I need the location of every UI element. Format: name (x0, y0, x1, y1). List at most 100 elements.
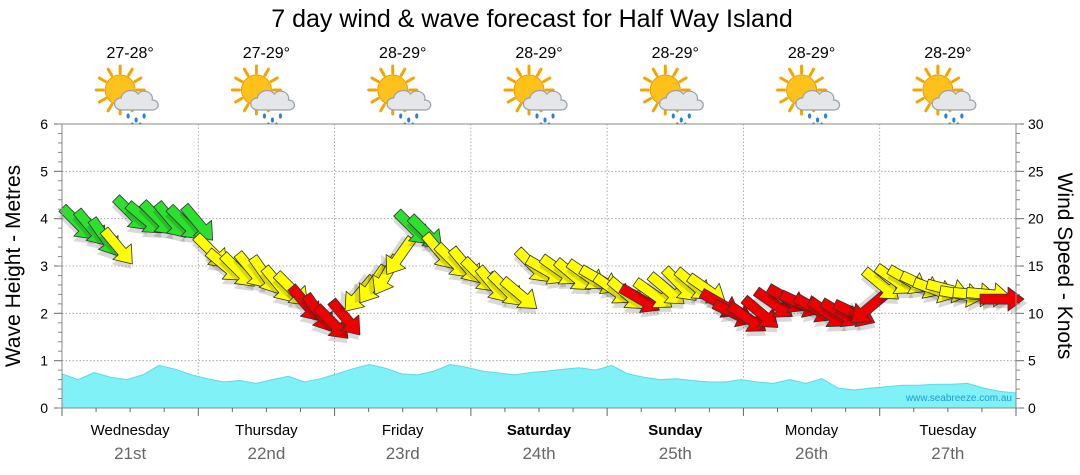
rain-drop (399, 113, 403, 119)
axes: 0 1 2 3 4 5 6 0 5 10 15 20 25 30 (40, 116, 1044, 416)
cloud-shape (931, 89, 977, 111)
x-day-name: Thursday (235, 422, 298, 439)
x-day-date: 24th (522, 444, 555, 463)
y-right-tick-label: 0 (1028, 400, 1036, 416)
sun-ray (915, 97, 925, 104)
sun-ray (269, 76, 279, 83)
sun-ray (242, 67, 250, 77)
wind-arrow (646, 271, 685, 309)
y-axis-right-label: Wind Speed - Knots (1053, 173, 1076, 360)
temperature-range: 28-29° (379, 45, 426, 62)
weather-row: 27-28° 27-29° 28-29° 28-29° 28-29° 28-29° 28-2… (94, 45, 977, 128)
rain-drop (142, 113, 146, 119)
y-right-tick-label: 10 (1028, 305, 1044, 321)
wind-arrow-body (850, 290, 889, 324)
sun-cloud-rain-icon (367, 64, 432, 128)
sun-cloud-rain-icon (94, 64, 159, 128)
rain-drop (815, 117, 820, 123)
sun-ray (951, 76, 961, 83)
cloud-shape (795, 89, 841, 111)
sun-ray (651, 103, 659, 113)
x-day-name: Monday (785, 422, 839, 439)
y-left-tick-label: 1 (40, 353, 48, 369)
rain-drop (535, 113, 539, 119)
y-left-tick-label: 2 (40, 305, 48, 321)
sun-ray (542, 76, 552, 83)
x-day-date: 22nd (248, 444, 286, 463)
wind-arrow-body (499, 276, 538, 309)
x-day-name: Sunday (648, 422, 703, 439)
sun-ray (779, 76, 789, 83)
y-left-tick-label: 4 (40, 211, 48, 227)
temperature-range: 27-28° (106, 45, 153, 62)
sun-ray (106, 67, 114, 77)
x-day-name: Friday (382, 422, 424, 439)
sun-ray (127, 67, 134, 77)
x-day-date: 23rd (386, 444, 420, 463)
y-right-tick-label: 25 (1028, 163, 1044, 179)
x-day-date: 21st (114, 444, 146, 463)
y-right-tick-label: 15 (1028, 258, 1044, 274)
sun-cloud-rain-icon (639, 64, 704, 128)
rain-drop (407, 117, 411, 123)
y-right-tick-label: 30 (1028, 116, 1044, 132)
y-axis-left-label: Wave Height - Metres (2, 165, 25, 367)
x-day-name: Saturday (507, 422, 572, 439)
wind-arrow (846, 289, 889, 324)
sun-ray (234, 76, 244, 83)
x-day-name: Wednesday (91, 422, 170, 439)
sun-ray (808, 67, 816, 77)
rain-drop (278, 113, 283, 119)
x-day-name: Tuesday (919, 422, 976, 439)
temperature-range: 28-29° (924, 45, 971, 62)
rain-drop (687, 113, 691, 119)
rain-drop (807, 113, 812, 119)
temperature-range: 28-29° (788, 45, 835, 62)
sun-ray (779, 97, 789, 104)
rain-drop (551, 113, 555, 119)
rain-drop (671, 113, 675, 119)
sun-ray (379, 103, 386, 113)
wind-arrow (740, 294, 779, 333)
wind-arrow-body (632, 277, 673, 309)
wind-arrow (326, 297, 361, 340)
sun-ray (924, 103, 931, 113)
sun-ray (370, 76, 380, 83)
wind-arrow (99, 226, 133, 269)
sun-ray (379, 67, 386, 77)
sun-ray (242, 103, 250, 113)
sun-ray (515, 67, 522, 77)
temperature-range: 28-29° (652, 45, 699, 62)
wind-arrow-body (385, 235, 417, 275)
sun-cloud-rain-icon (776, 64, 841, 128)
sun-ray (234, 97, 244, 104)
cloud-shape (113, 89, 159, 111)
wind-arrow (632, 277, 673, 313)
y-left-tick-label: 0 (40, 400, 48, 416)
sun-ray (263, 67, 270, 77)
sun-ray (370, 97, 380, 104)
sun-ray (506, 76, 516, 83)
wind-arrow (381, 235, 417, 275)
sun-ray (405, 76, 415, 83)
sun-ray (643, 76, 653, 83)
wind-arrow-body (327, 297, 361, 336)
sun-ray (788, 67, 795, 77)
y-left-tick-label: 5 (40, 163, 48, 179)
temperature-range: 27-29° (243, 45, 290, 62)
temperature-range: 28-29° (515, 45, 562, 62)
x-axis-day-labels: Wednesday 21st Thursday 22nd Friday 23rd Satur… (91, 422, 977, 463)
sun-ray (399, 67, 407, 77)
chart-title: 7 day wind & wave forecast for Half Way … (271, 5, 793, 33)
cloud-shape (659, 89, 704, 111)
sun-ray (915, 76, 925, 83)
y-left-tick-label: 6 (40, 116, 48, 132)
x-day-date: 26th (795, 444, 828, 463)
rain-drop (543, 117, 547, 123)
wave-series (61, 363, 1017, 409)
cloud-shape (522, 89, 568, 111)
sun-ray (97, 76, 107, 83)
rain-drop (944, 113, 948, 119)
wind-arrow-body (99, 226, 133, 265)
